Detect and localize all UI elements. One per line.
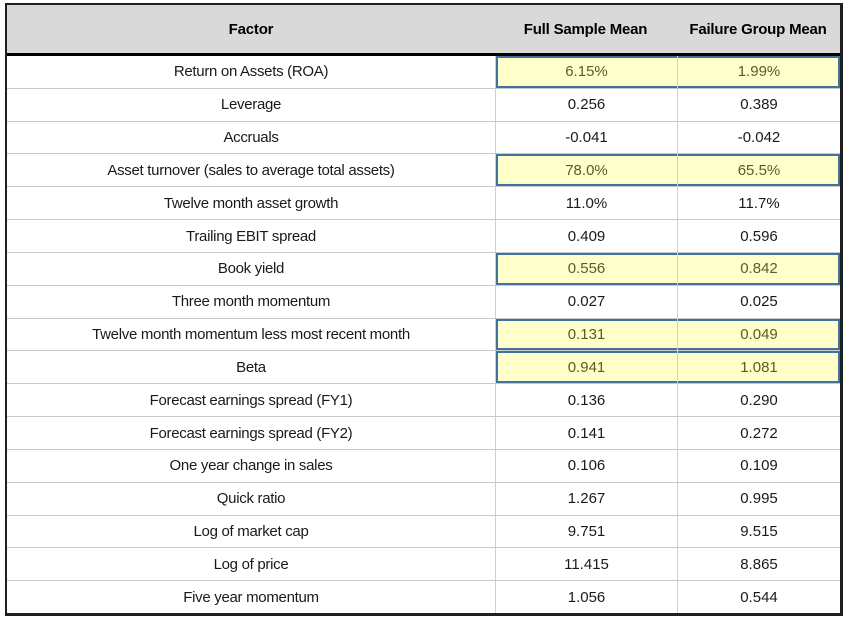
- value-cells: 9.751 9.515: [495, 515, 840, 548]
- factor-cell: Log of market cap: [193, 523, 309, 540]
- table-row: Twelve month asset growth 11.0% 11.7%: [7, 187, 840, 221]
- factor-cell: Forecast earnings spread (FY2): [149, 424, 353, 442]
- failure-group-mean-cell: 0.272: [677, 417, 840, 449]
- factor-cell: Return on Assets (ROA): [173, 63, 329, 81]
- full-sample-mean-cell: 0.136: [567, 391, 606, 409]
- full-sample-mean-cell: 0.141: [567, 424, 606, 442]
- value-cells: -0.041 -0.042: [495, 121, 840, 154]
- value-cells: 1.056 0.544: [495, 581, 840, 614]
- table-row: Forecast earnings spread (FY1) 0.136 0.290: [7, 384, 840, 418]
- value-cells: 0.256 0.389: [495, 88, 840, 121]
- value-cells: 11.0% 11.7%: [495, 187, 840, 220]
- failure-group-mean-cell: 0.596: [677, 220, 840, 252]
- value-cells: 0.941 1.081: [495, 351, 840, 384]
- value-cells: 0.131 0.049: [495, 318, 840, 351]
- table-row: Five year momentum 1.056 0.544: [7, 581, 840, 614]
- table-header-row: Factor Full Sample Mean Failure Group Me…: [7, 5, 840, 56]
- table-row: One year change in sales 0.106 0.109: [7, 449, 840, 483]
- failure-group-mean-cell: 1.99%: [677, 56, 840, 88]
- table-row-highlighted: Return on Assets (ROA) 6.15% 1.99%: [7, 56, 840, 89]
- full-sample-mean-cell: -0.041: [565, 129, 608, 147]
- value-cells: 0.106 0.109: [495, 449, 840, 482]
- table-row: Log of price 11.415 8.865: [7, 548, 840, 582]
- full-sample-mean-cell: 0.131: [567, 326, 606, 344]
- factor-cell: Accruals: [223, 129, 279, 147]
- full-sample-mean-cell: 1.056: [567, 588, 606, 606]
- factor-cell: Forecast earnings spread (FY1): [149, 391, 353, 409]
- full-sample-mean-cell: 0.106: [567, 457, 606, 475]
- value-cells: 0.136 0.290: [495, 384, 840, 417]
- failure-group-mean-cell: 9.515: [677, 515, 840, 548]
- value-cells: 0.141 0.272: [495, 417, 840, 449]
- table-row: Three month momentum 0.027 0.025: [7, 285, 840, 319]
- full-sample-mean-cell: 0.409: [567, 227, 606, 245]
- failure-group-mean-cell: -0.042: [677, 121, 840, 154]
- value-cells: 1.267 0.995: [495, 482, 840, 515]
- factor-cell: Twelve month asset growth: [163, 194, 339, 212]
- table-row: Quick ratio 1.267 0.995: [7, 482, 840, 516]
- factor-cell: Trailing EBIT spread: [186, 227, 316, 245]
- factor-cell: Book yield: [217, 260, 285, 278]
- failure-group-mean-cell: 0.290: [677, 384, 840, 417]
- value-cells: 6.15% 1.99%: [495, 56, 840, 88]
- column-header-full-sample-mean: Full Sample Mean: [523, 20, 648, 38]
- failure-group-mean-cell: 0.544: [677, 581, 840, 614]
- factor-cell: Asset turnover (sales to average total a…: [107, 161, 395, 179]
- full-sample-mean-cell: 1.267: [567, 490, 606, 508]
- table-row: Leverage 0.256 0.389: [7, 88, 840, 122]
- factor-cell: Log of price: [213, 555, 289, 573]
- value-cells: 0.027 0.025: [495, 285, 840, 318]
- table-row-highlighted: Asset turnover (sales to average total a…: [7, 154, 840, 188]
- table-row-highlighted: Book yield 0.556 0.842: [7, 252, 840, 286]
- factor-cell: Leverage: [220, 96, 282, 114]
- full-sample-mean-cell: 0.256: [567, 96, 606, 114]
- failure-group-mean-cell: 11.7%: [677, 187, 840, 220]
- full-sample-mean-cell: 78.0%: [565, 161, 608, 179]
- factor-means-table: Factor Full Sample Mean Failure Group Me…: [5, 3, 843, 616]
- table-row: Log of market cap 9.751 9.515: [7, 515, 840, 549]
- value-cells: 0.556 0.842: [495, 252, 840, 285]
- factor-cell: Beta: [236, 358, 266, 376]
- failure-group-mean-cell: 0.995: [677, 482, 840, 515]
- factor-cell: Three month momentum: [171, 293, 331, 311]
- full-sample-mean-cell: 11.415: [564, 555, 609, 573]
- full-sample-mean-cell: 0.941: [567, 358, 606, 376]
- table-row: Accruals -0.041 -0.042: [7, 121, 840, 155]
- value-cells: 0.409 0.596: [495, 220, 840, 252]
- value-cells: 78.0% 65.5%: [495, 154, 840, 187]
- column-header-failure-group-mean: Failure Group Mean: [689, 20, 827, 38]
- factor-cell: One year change in sales: [169, 457, 333, 475]
- full-sample-mean-cell: 6.15%: [565, 63, 608, 81]
- table-row-highlighted: Beta 0.941 1.081: [7, 351, 840, 385]
- failure-group-mean-cell: 65.5%: [677, 154, 840, 187]
- full-sample-mean-cell: 11.0%: [565, 194, 608, 212]
- table-row: Trailing EBIT spread 0.409 0.596: [7, 220, 840, 253]
- table-body: Return on Assets (ROA) 6.15% 1.99% Leverage…: [7, 56, 840, 614]
- failure-group-mean-cell: 8.865: [677, 548, 840, 581]
- full-sample-mean-cell: 0.027: [567, 293, 606, 311]
- table-row: Forecast earnings spread (FY2) 0.141 0.272: [7, 417, 840, 450]
- full-sample-mean-cell: 0.556: [567, 260, 606, 278]
- failure-group-mean-cell: 1.081: [677, 351, 840, 384]
- failure-group-mean-cell: 0.842: [677, 252, 840, 285]
- table-header-value-columns: Full Sample Mean Failure Group Mean: [495, 21, 840, 38]
- table-row-highlighted: Twelve month momentum less most recent m…: [7, 318, 840, 352]
- factor-cell: Quick ratio: [216, 490, 286, 508]
- failure-group-mean-cell: 0.389: [677, 88, 840, 121]
- factor-cell: Twelve month momentum less most recent m…: [92, 326, 410, 344]
- full-sample-mean-cell: 9.751: [567, 523, 606, 540]
- failure-group-mean-cell: 0.049: [677, 318, 840, 351]
- factor-cell: Five year momentum: [183, 588, 319, 606]
- value-cells: 11.415 8.865: [495, 548, 840, 581]
- failure-group-mean-cell: 0.109: [677, 449, 840, 482]
- failure-group-mean-cell: 0.025: [677, 285, 840, 318]
- column-header-factor: Factor: [228, 20, 274, 38]
